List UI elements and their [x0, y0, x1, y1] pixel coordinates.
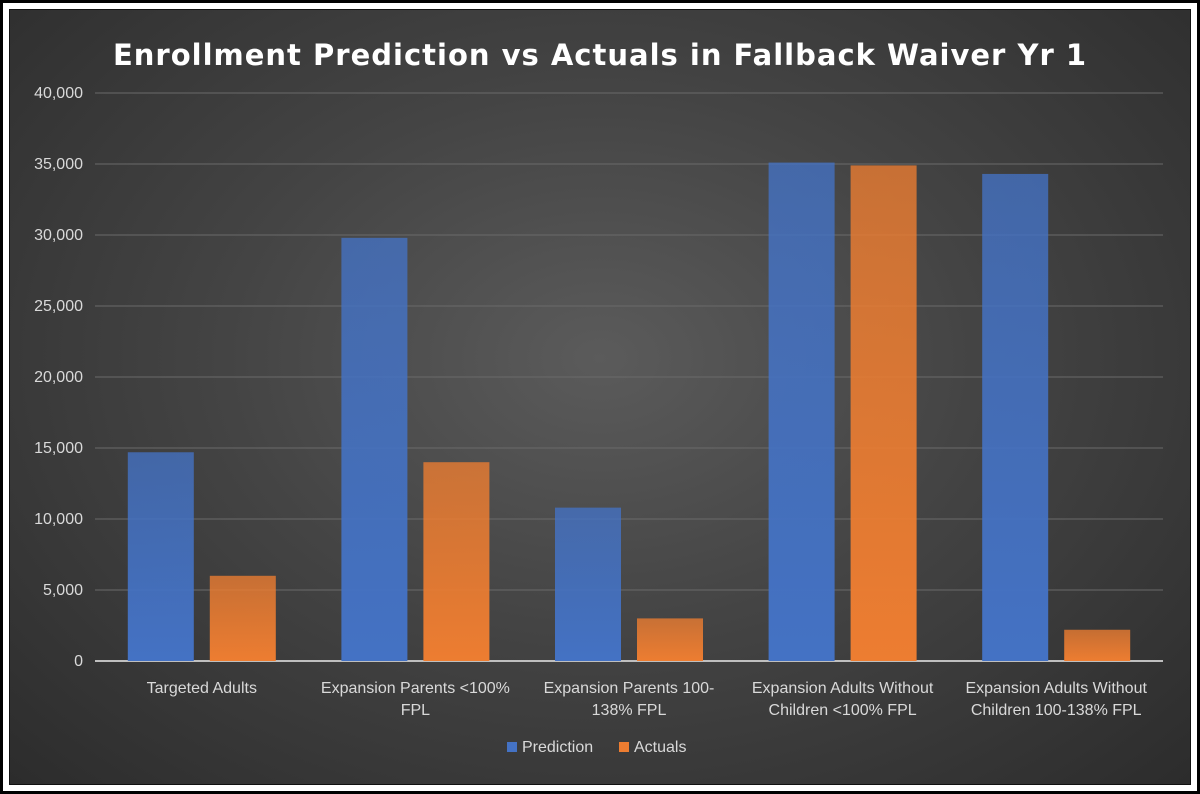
bar-actuals	[637, 618, 703, 661]
bar-prediction	[555, 507, 621, 661]
x-category-label: Expansion Adults Without Children 100-138…	[965, 680, 1147, 719]
legend-label-prediction: Prediction	[522, 739, 593, 756]
y-tick-label: 25,000	[34, 298, 83, 315]
legend-swatch-prediction	[507, 742, 517, 752]
y-tick-label: 35,000	[34, 156, 83, 173]
y-tick-label: 15,000	[34, 440, 83, 457]
y-tick-label: 30,000	[34, 227, 83, 244]
bar-actuals	[423, 462, 490, 661]
chart-title: Enrollment Prediction vs Actuals in Fall…	[113, 38, 1087, 72]
y-tick-label: 10,000	[34, 511, 83, 528]
bar-prediction	[341, 237, 408, 661]
y-tick-label: 5,000	[43, 582, 83, 599]
legend-swatch-actuals	[619, 742, 629, 752]
bar-prediction	[982, 173, 1049, 661]
bar-prediction	[768, 162, 835, 661]
legend: Prediction Actuals	[507, 739, 686, 756]
y-tick-label: 0	[74, 653, 83, 670]
y-tick-label: 40,000	[34, 85, 83, 102]
bar-actuals	[1064, 629, 1131, 661]
y-tick-label: 20,000	[34, 369, 83, 386]
bars	[127, 162, 1131, 662]
legend-label-actuals: Actuals	[634, 739, 686, 756]
bar-actuals	[850, 165, 917, 662]
x-category-label: Expansion Adults Without Children <100% F…	[752, 680, 934, 719]
bar-chart: Enrollment Prediction vs Actuals in Fall…	[34, 38, 1163, 756]
x-axis-labels: Targeted Adults Expansion Parents <100% FP…	[147, 680, 1148, 719]
bar-actuals	[209, 575, 276, 661]
x-category-label: Expansion Parents <100% FPL	[321, 680, 510, 719]
x-category-label: Targeted Adults	[147, 680, 257, 697]
bar-prediction	[127, 452, 194, 661]
x-category-label: Expansion Parents 100-138% FPL	[544, 680, 715, 719]
